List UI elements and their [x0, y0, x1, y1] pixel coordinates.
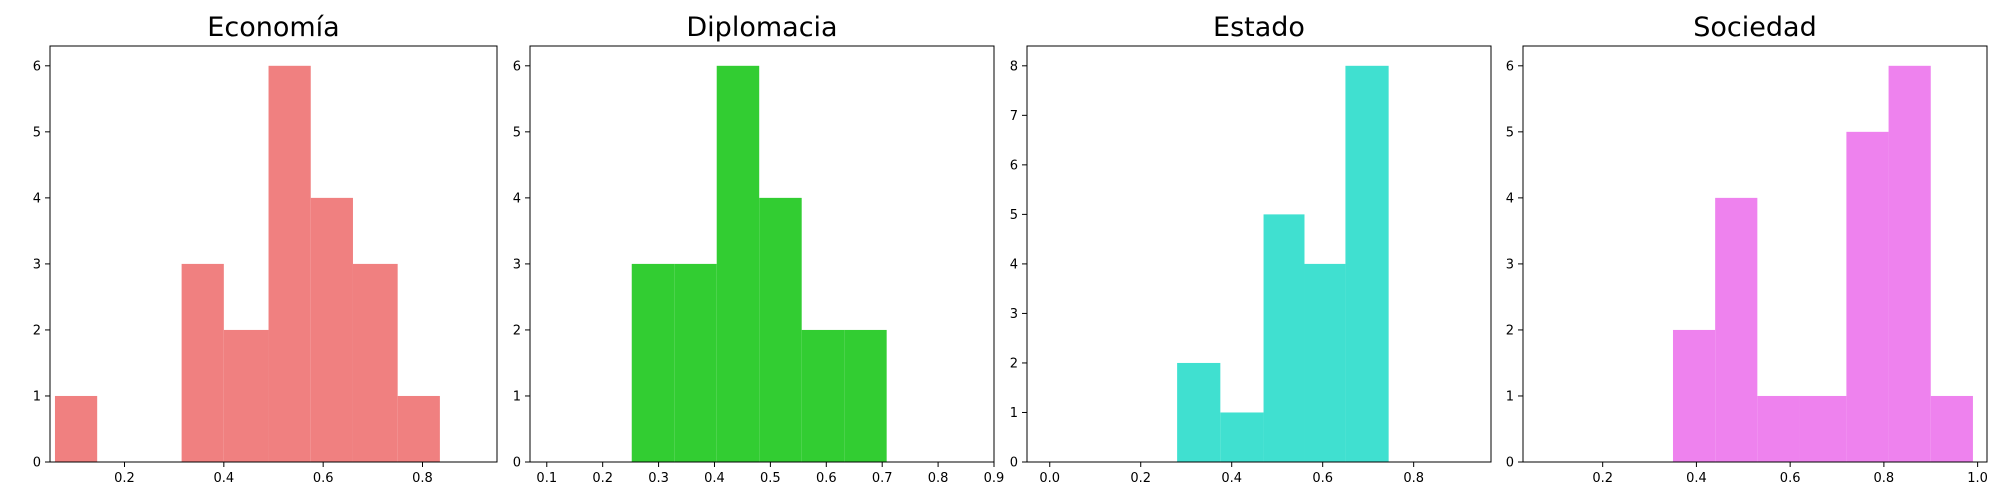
y-tick-label: 6 — [33, 59, 41, 74]
x-tick-label: 0.6 — [1780, 471, 1801, 486]
x-tick-label: 0.6 — [313, 471, 334, 486]
y-tick-label: 2 — [1010, 356, 1018, 371]
x-tick-label: 0.2 — [1592, 471, 1613, 486]
histogram-bar — [1846, 131, 1889, 463]
x-tick-label: 0.4 — [1221, 471, 1242, 486]
panel-title: Estado — [1213, 12, 1305, 43]
y-tick-label: 2 — [33, 323, 41, 338]
y-tick-label: 4 — [1506, 191, 1514, 206]
y-tick-label: 0 — [513, 456, 521, 471]
y-tick-label: 6 — [1010, 158, 1018, 173]
x-tick-label: 0.3 — [648, 471, 669, 486]
y-tick-label: 3 — [33, 257, 41, 272]
panel-title: Diplomacia — [686, 12, 837, 43]
histogram-bar — [759, 197, 802, 462]
panel-title: Sociedad — [1693, 12, 1816, 43]
x-tick-label: 0.4 — [1686, 471, 1707, 486]
y-tick-label: 3 — [513, 257, 521, 272]
histogram-bar — [674, 263, 717, 462]
y-tick-label: 5 — [33, 125, 41, 140]
x-tick-label: 0.5 — [760, 471, 781, 486]
y-tick-label: 8 — [1010, 59, 1018, 74]
y-tick-label: 3 — [1010, 307, 1018, 322]
histogram-bar — [1177, 362, 1221, 462]
axes-frame — [49, 45, 498, 463]
y-tick-label: 4 — [33, 191, 41, 206]
y-tick-label: 0 — [1506, 456, 1514, 471]
axes-frame — [1522, 45, 1988, 463]
y-tick-label: 5 — [1010, 208, 1018, 223]
y-tick-label: 2 — [1506, 323, 1514, 338]
y-tick-label: 2 — [513, 323, 521, 338]
y-tick-label: 0 — [33, 456, 41, 471]
histogram-bar — [54, 395, 98, 462]
x-tick-label: 0.2 — [114, 471, 135, 486]
x-tick-label: 0.8 — [928, 471, 949, 486]
histogram-bar — [268, 65, 311, 463]
panel-estado: Estado 0.0 0.2 0.4 0.6 0.8 0 1 2 3 4 5 6 7 8 — [1010, 12, 1492, 486]
histogram-bar — [1757, 395, 1800, 462]
y-tick-label: 4 — [1010, 257, 1018, 272]
x-tick-label: 0.8 — [1403, 471, 1424, 486]
x-tick-label: 0.2 — [592, 471, 613, 486]
x-tick-label: 0.4 — [704, 471, 725, 486]
y-tick-label: 5 — [513, 125, 521, 140]
y-tick-label: 5 — [1506, 125, 1514, 140]
panel-economia: Economía 0.2 0.4 0.6 0.8 0 1 2 3 4 5 6 — [33, 12, 498, 486]
x-tick-label: 0.0 — [1039, 471, 1060, 486]
y-tick-label: 6 — [513, 59, 521, 74]
histogram-bar — [1888, 65, 1931, 463]
histogram-bar — [1304, 263, 1346, 462]
axes-frame — [529, 45, 995, 463]
histogram-bar — [1345, 65, 1389, 463]
x-tick-label: 0.7 — [872, 471, 893, 486]
y-tick-label: 1 — [33, 389, 41, 404]
x-tick-label: 0.8 — [412, 471, 433, 486]
histogram-bar — [1799, 395, 1847, 462]
histogram-bar — [223, 329, 269, 462]
x-tick-label: 0.1 — [536, 471, 557, 486]
x-tick-label: 0.6 — [1312, 471, 1333, 486]
panel-title: Economía — [207, 12, 339, 43]
x-tick-label: 1.0 — [1967, 471, 1988, 486]
histogram-bar — [801, 329, 845, 462]
y-tick-label: 7 — [1010, 109, 1018, 124]
y-tick-label: 6 — [1506, 59, 1514, 74]
x-tick-label: 0.9 — [984, 471, 1005, 486]
histogram-bar — [716, 65, 760, 463]
axes-frame — [1026, 45, 1492, 463]
panel-sociedad: Sociedad 0.2 0.4 0.6 0.8 1.0 0 1 2 3 4 5 6 — [1506, 12, 1988, 486]
histogram-bar — [1672, 329, 1716, 462]
y-tick-label: 4 — [513, 191, 521, 206]
x-tick-label: 0.2 — [1130, 471, 1151, 486]
histogram-bar — [1263, 214, 1305, 462]
histogram-bar — [844, 329, 887, 462]
x-tick-label: 0.6 — [816, 471, 837, 486]
y-tick-label: 3 — [1506, 257, 1514, 272]
histogram-bar — [1220, 412, 1264, 462]
histogram-bar — [1715, 197, 1758, 462]
y-tick-label: 1 — [1010, 406, 1018, 421]
y-tick-label: 1 — [513, 389, 521, 404]
histogram-bar — [181, 263, 224, 462]
x-tick-label: 0.8 — [1874, 471, 1895, 486]
histogram-bar — [1930, 395, 1973, 462]
histogram-bar — [631, 263, 675, 462]
x-tick-label: 0.4 — [213, 471, 234, 486]
histogram-bar — [310, 197, 353, 462]
histogram-bar — [397, 395, 440, 462]
panel-diplomacia: Diplomacia 0.1 0.2 0.3 0.4 0.5 0.6 0.7 0.8 0.9 0 1… — [513, 12, 1005, 486]
histogram-bar — [352, 263, 398, 462]
y-tick-label: 1 — [1506, 389, 1514, 404]
y-tick-label: 0 — [1010, 456, 1018, 471]
